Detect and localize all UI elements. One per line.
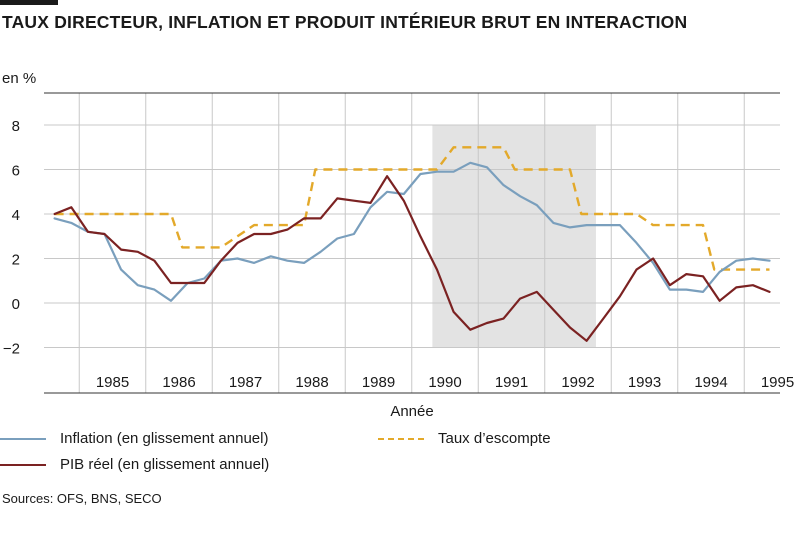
legend-label-pib: PIB réel (en glissement annuel) bbox=[60, 456, 270, 473]
legend-item-pib: PIB réel (en glissement annuel) bbox=[0, 456, 269, 473]
legend-label-taux: Taux d’escompte bbox=[438, 430, 551, 447]
legend-swatch-inflation bbox=[0, 437, 46, 440]
x-tick-label: 1991 bbox=[495, 374, 528, 391]
series-line-pib bbox=[53, 175, 771, 342]
legend-item-inflation: Inflation (en glissement annuel) bbox=[0, 430, 268, 447]
y-tick-label: 6 bbox=[12, 163, 20, 180]
x-tick-label: 1986 bbox=[162, 374, 195, 391]
source-note: Sources: OFS, BNS, SECO bbox=[2, 491, 162, 506]
x-tick-label: 1994 bbox=[694, 374, 727, 391]
legend-label-inflation: Inflation (en glissement annuel) bbox=[60, 430, 269, 447]
x-tick-label: 1990 bbox=[428, 374, 461, 391]
title-accent-bar bbox=[0, 0, 58, 5]
y-tick-label: 4 bbox=[12, 207, 20, 224]
legend-swatch-taux bbox=[378, 437, 424, 440]
x-tick-label: 1992 bbox=[561, 374, 594, 391]
x-tick-label: 1987 bbox=[229, 374, 262, 391]
y-tick-label: −2 bbox=[3, 341, 20, 358]
legend-swatch-pib bbox=[0, 463, 46, 466]
y-tick-label: 8 bbox=[12, 118, 20, 135]
x-tick-label: 1985 bbox=[96, 374, 129, 391]
legend-item-taux: Taux d’escompte bbox=[378, 430, 551, 447]
x-tick-label: 1993 bbox=[628, 374, 661, 391]
shaded-period bbox=[432, 125, 596, 348]
x-tick-label: 1995 bbox=[761, 374, 794, 391]
y-tick-label: 0 bbox=[12, 296, 20, 313]
y-tick-label: 2 bbox=[12, 252, 20, 269]
chart-title: TAUX DIRECTEUR, INFLATION ET PRODUIT INT… bbox=[2, 12, 688, 32]
x-tick-label: 1988 bbox=[295, 374, 328, 391]
x-tick-label: 1989 bbox=[362, 374, 395, 391]
unit-label: en % bbox=[2, 70, 37, 87]
x-axis-label: Année bbox=[390, 403, 433, 420]
series-line-taux bbox=[54, 146, 770, 271]
